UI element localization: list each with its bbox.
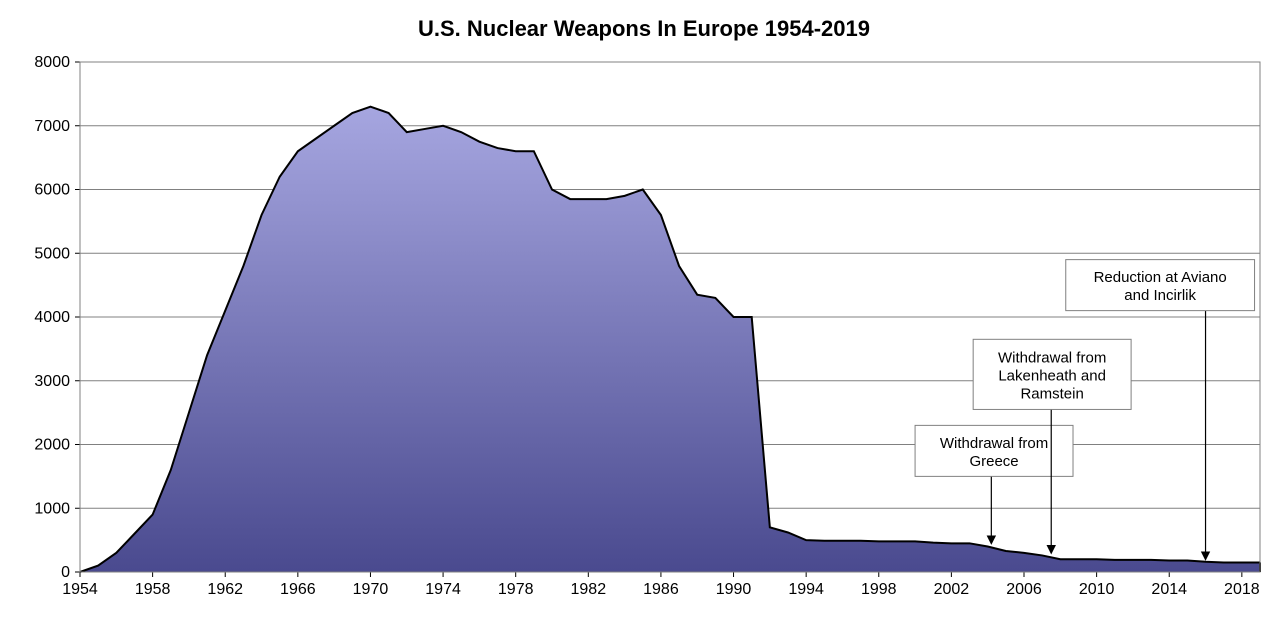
x-tick-label: 1954 <box>62 581 98 598</box>
x-tick-label: 1974 <box>425 581 461 598</box>
x-tick-label: 2002 <box>934 581 970 598</box>
y-tick-label: 7000 <box>34 118 70 135</box>
x-tick-label: 1986 <box>643 581 679 598</box>
x-tick-label: 1998 <box>861 581 897 598</box>
callout-text-line: Ramstein <box>1020 385 1083 402</box>
y-tick-label: 8000 <box>34 54 70 71</box>
x-tick-label: 1982 <box>571 581 607 598</box>
x-tick-label: 1966 <box>280 581 316 598</box>
x-tick-label: 2018 <box>1224 581 1260 598</box>
y-tick-label: 5000 <box>34 245 70 262</box>
x-tick-label: 1978 <box>498 581 534 598</box>
callout-text-line: Withdrawal from <box>940 435 1048 452</box>
x-tick-label: 1970 <box>353 581 389 598</box>
y-tick-label: 1000 <box>34 500 70 517</box>
x-tick-label: 1958 <box>135 581 171 598</box>
chart-container: 0 1000 2000 3000 4000 5000 6000 7000 8000 1954 195… <box>0 0 1288 637</box>
y-tick-label: 6000 <box>34 182 70 199</box>
y-tick-label: 2000 <box>34 437 70 454</box>
callout-text-line: Reduction at Aviano <box>1094 269 1227 286</box>
x-tick-label: 2006 <box>1006 581 1042 598</box>
callout-text-line: Greece <box>969 453 1018 470</box>
callout-text-line: and Incirlik <box>1124 287 1196 304</box>
callout-text-line: Withdrawal from <box>998 349 1106 366</box>
x-tick-label: 1994 <box>788 581 824 598</box>
x-tick-label: 1962 <box>207 581 243 598</box>
area-chart: 0 1000 2000 3000 4000 5000 6000 7000 8000 1954 195… <box>0 0 1288 637</box>
x-tick-label: 1990 <box>716 581 752 598</box>
y-tick-label: 3000 <box>34 373 70 390</box>
y-tick-label: 0 <box>61 564 70 581</box>
page: U.S. Nuclear Weapons In Europe 1954-2019… <box>0 0 1288 637</box>
y-tick-label: 4000 <box>34 309 70 326</box>
x-tick-label: 2014 <box>1151 581 1187 598</box>
x-tick-label: 2010 <box>1079 581 1115 598</box>
callout-text-line: Lakenheath and <box>998 367 1106 384</box>
